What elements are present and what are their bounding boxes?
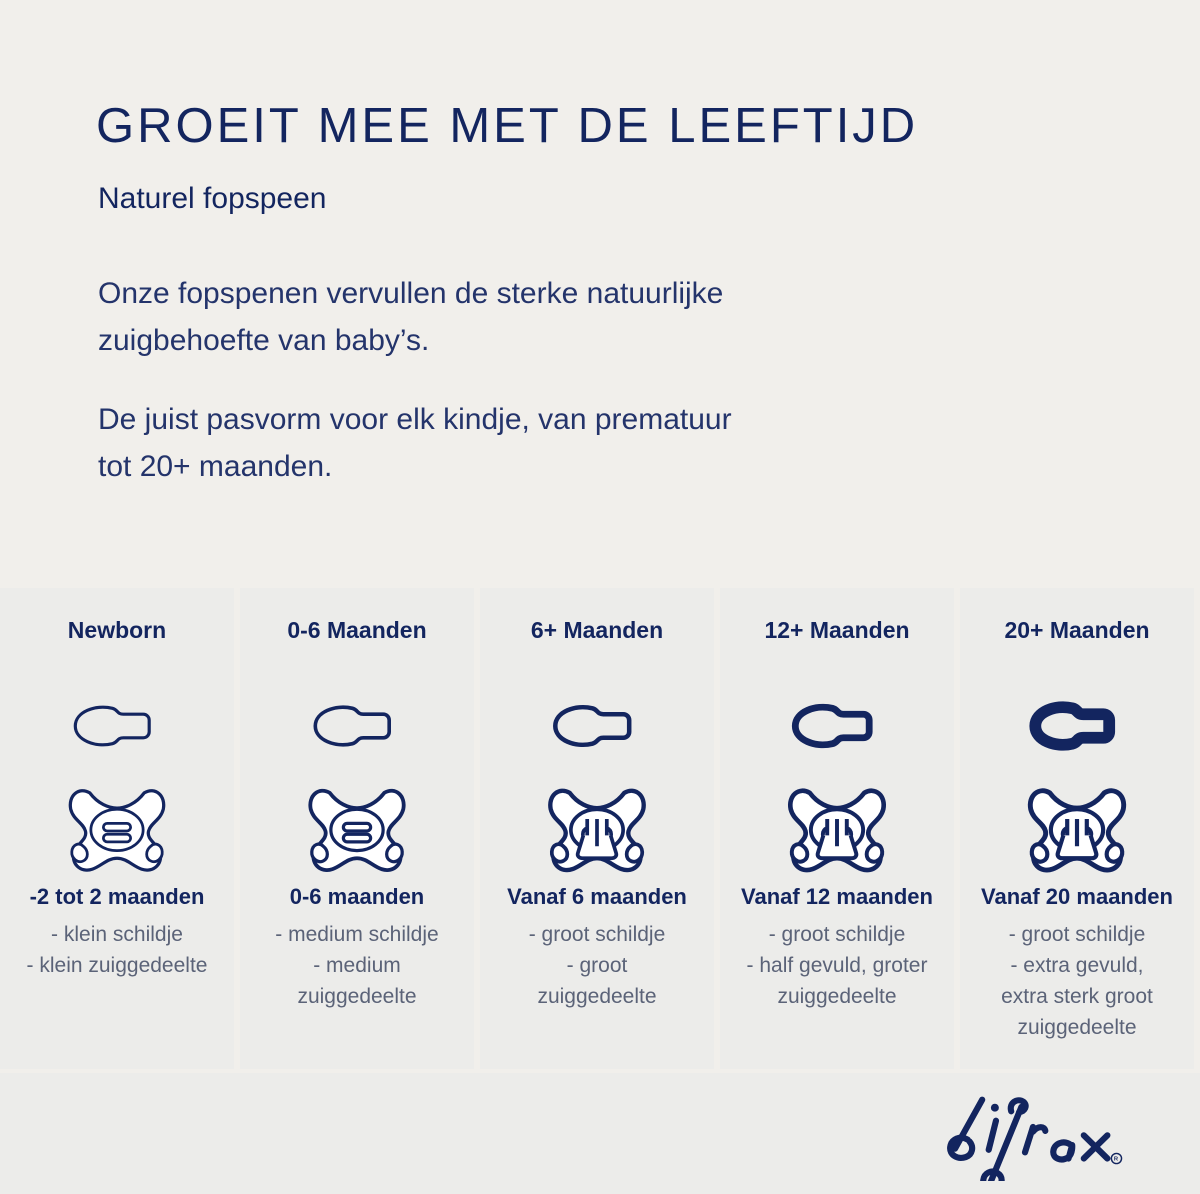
svg-text:R: R (1114, 1157, 1119, 1163)
